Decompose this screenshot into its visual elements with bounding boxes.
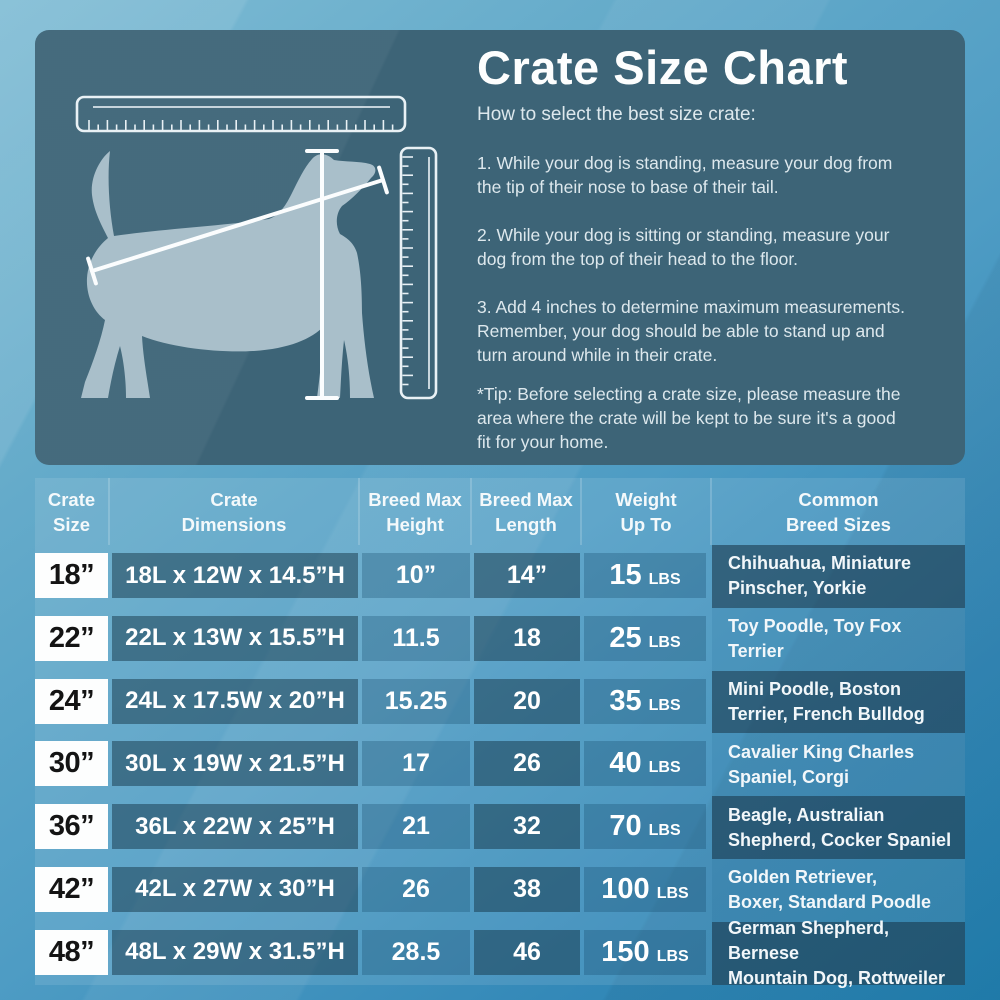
max-height-cell: 28.5	[362, 929, 470, 975]
page-title: Crate Size Chart	[477, 41, 849, 94]
crate-size-cell: 48”	[35, 929, 108, 975]
dimensions-cell: 36L x 22W x 25”H	[112, 804, 358, 850]
crate-size-cell: 18”	[35, 553, 108, 598]
table-row: 42” 42L x 27W x 30”H 26 38 100 LBS	[35, 866, 706, 912]
weight-value: 15	[609, 559, 642, 591]
max-height-cell: 15.25	[362, 678, 470, 724]
dimensions-cell: 18L x 12W x 14.5”H	[112, 553, 358, 598]
weight-value: 70	[609, 810, 642, 843]
breeds-cell: Beagle, Australian Shepherd, Cocker Span…	[712, 796, 965, 859]
weight-cell: 40 LBS	[584, 741, 706, 787]
table-row: 48” 48L x 29W x 31.5”H 28.5 46 150 LBS	[35, 929, 706, 975]
weight-unit: LBS	[656, 947, 689, 965]
common-breeds-column: Chihuahua, Miniature Pinscher, Yorkie To…	[712, 545, 965, 988]
breeds-cell: Cavalier King Charles Spaniel, Corgi	[712, 733, 965, 797]
crate-size-cell: 42”	[35, 866, 108, 912]
max-height-cell: 21	[362, 804, 470, 850]
table-row: 36” 36L x 22W x 25”H 21 32 70 LBS	[35, 804, 706, 850]
crate-size-cell: 24”	[35, 678, 108, 724]
vertical-ruler	[399, 146, 438, 400]
weight-unit: LBS	[648, 759, 681, 777]
step-1: 1. While your dog is standing, measure y…	[477, 153, 893, 197]
breeds-cell: Mini Poodle, Boston Terrier, French Bull…	[712, 670, 965, 734]
table-body: 18” 18L x 12W x 14.5”H 10” 14” 15 LBS 22…	[35, 553, 706, 993]
dimensions-cell: 42L x 27W x 30”H	[112, 866, 358, 912]
tip-note: *Tip: Before selecting a crate size, ple…	[477, 384, 901, 452]
breeds-cell: Toy Poodle, Toy Fox Terrier	[712, 607, 965, 671]
weight-cell: 25 LBS	[584, 615, 706, 661]
weight-unit: LBS	[648, 633, 681, 651]
max-length-cell: 32	[474, 804, 580, 850]
weight-value: 150	[601, 935, 650, 968]
crate-size-cell: 30”	[35, 741, 108, 787]
header-breed-max-height: Breed Max Height	[358, 478, 470, 545]
crate-size-cell: 22”	[35, 615, 108, 661]
weight-cell: 15 LBS	[584, 553, 706, 598]
dimensions-cell: 48L x 29W x 31.5”H	[112, 929, 358, 975]
max-length-cell: 20	[474, 678, 580, 724]
nose-to-tail-measure-line	[86, 165, 389, 286]
crate-size-cell: 36”	[35, 804, 108, 850]
crate-size-table: Crate Size Crate Dimensions Breed Max He…	[35, 478, 965, 988]
horizontal-ruler	[75, 95, 407, 133]
header-crate-size: Crate Size	[47, 488, 96, 535]
weight-value: 100	[601, 872, 650, 905]
max-height-cell: 17	[362, 741, 470, 787]
weight-unit: LBS	[648, 696, 681, 714]
max-length-cell: 18	[474, 615, 580, 661]
weight-value: 40	[609, 747, 642, 780]
breeds-cell: Golden Retriever, Boxer, Standard Poodle	[712, 858, 965, 922]
table-row: 18” 18L x 12W x 14.5”H 10” 14” 15 LBS	[35, 553, 706, 598]
weight-cell: 100 LBS	[584, 866, 706, 912]
max-height-cell: 26	[362, 866, 470, 912]
dog-silhouette	[81, 151, 376, 398]
header-crate-dimensions: Crate Dimensions	[108, 478, 358, 545]
weight-cell: 35 LBS	[584, 678, 706, 724]
weight-cell: 70 LBS	[584, 804, 706, 850]
step-2: 2. While your dog is sitting or standing…	[477, 225, 890, 269]
table-row: 30” 30L x 19W x 21.5”H 17 26 40 LBS	[35, 741, 706, 787]
step-3: 3. Add 4 inches to determine maximum mea…	[477, 297, 905, 365]
max-length-cell: 38	[474, 866, 580, 912]
max-length-cell: 26	[474, 741, 580, 787]
max-height-cell: 10”	[362, 553, 470, 598]
table-row: 22” 22L x 13W x 15.5”H 11.5 18 25 LBS	[35, 615, 706, 661]
dimensions-cell: 24L x 17.5W x 20”H	[112, 678, 358, 724]
instructions-panel: Crate Size Chart How to select the best …	[35, 30, 965, 465]
max-height-cell: 11.5	[362, 615, 470, 661]
weight-unit: LBS	[648, 571, 681, 588]
breeds-cell: German Shepherd, Bernese Mountain Dog, R…	[712, 918, 965, 988]
dimensions-cell: 30L x 19W x 21.5”H	[112, 741, 358, 787]
weight-value: 35	[609, 684, 642, 717]
header-weight-up-to: Weight Up To	[580, 478, 710, 545]
weight-unit: LBS	[648, 822, 681, 840]
measurement-illustration	[75, 95, 438, 400]
max-length-cell: 14”	[474, 553, 580, 598]
max-length-cell: 46	[474, 929, 580, 975]
weight-unit: LBS	[656, 884, 689, 902]
breeds-cell: Chihuahua, Miniature Pinscher, Yorkie	[712, 545, 965, 608]
header-common-breed-sizes: Common Breed Sizes	[710, 478, 965, 545]
table-row: 24” 24L x 17.5W x 20”H 15.25 20 35 LBS	[35, 678, 706, 724]
subtitle: How to select the best size crate:	[477, 104, 756, 125]
dimensions-cell: 22L x 13W x 15.5”H	[112, 615, 358, 661]
header-breed-max-length: Breed Max Length	[470, 478, 580, 545]
weight-cell: 150 LBS	[584, 929, 706, 975]
weight-value: 25	[609, 621, 642, 654]
table-header-row: Crate Size Crate Dimensions Breed Max He…	[35, 478, 965, 545]
head-to-floor-measure-line	[305, 149, 339, 400]
instructions-content: Crate Size Chart How to select the best …	[477, 42, 982, 454]
